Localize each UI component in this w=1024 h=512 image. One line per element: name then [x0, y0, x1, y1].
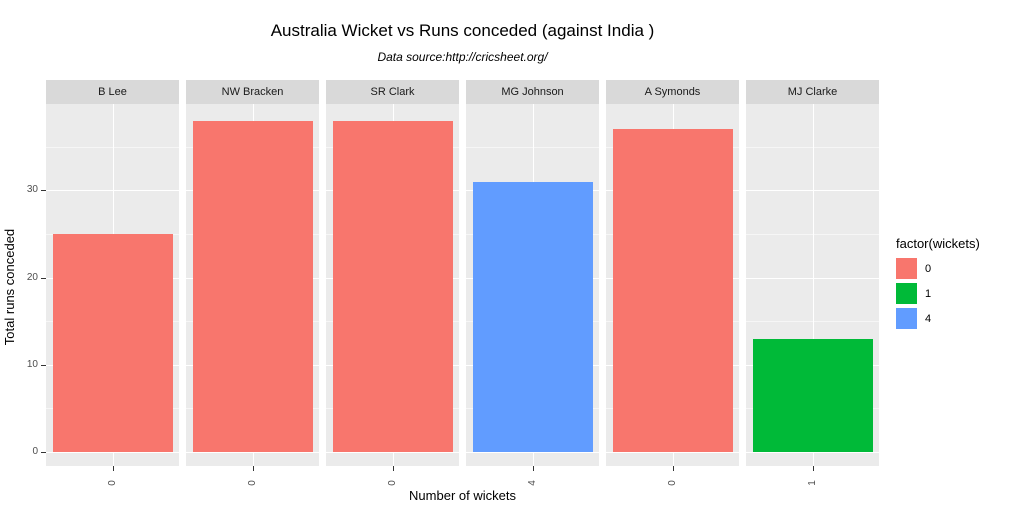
facet-strip: MG Johnson: [466, 80, 599, 104]
legend-entry: 1: [896, 283, 980, 304]
facet-panel: [46, 104, 179, 466]
gridline-major: [46, 190, 179, 192]
gridline-vertical: [812, 104, 814, 466]
gridline-major: [186, 452, 319, 453]
gridline-minor: [746, 234, 879, 235]
y-tick-label: 30: [26, 184, 38, 196]
chart-title: Australia Wicket vs Runs conceded (again…: [270, 21, 655, 40]
facet-strip: SR Clark: [326, 80, 459, 104]
legend-entry: 0: [896, 258, 980, 279]
y-tick-label: 10: [26, 358, 38, 370]
facet-strip: A Symonds: [606, 80, 739, 104]
x-tick-mark: [672, 466, 674, 471]
gridline-major: [466, 452, 599, 453]
x-tick-mark: [532, 466, 534, 471]
chart-subtitle: Data source:http://cricsheet.org/: [377, 50, 548, 64]
gridline-minor: [46, 146, 179, 148]
bar: [472, 181, 593, 452]
y-tick-label: 0: [32, 446, 38, 457]
x-tick-mark: [252, 466, 254, 471]
gridline-major: [746, 277, 879, 279]
y-tick-mark: [41, 452, 46, 453]
legend-entry: 4: [896, 308, 980, 329]
facet-strip: MJ Clarke: [746, 80, 879, 104]
gridline-major: [46, 452, 179, 453]
legend-swatch: [896, 258, 917, 279]
x-tick-mark: [392, 466, 394, 471]
gridline-minor: [746, 321, 879, 323]
y-tick-mark: [41, 364, 46, 366]
legend-swatch: [896, 308, 917, 329]
facet-panel: [326, 104, 459, 466]
bar: [192, 120, 313, 453]
facet-panel: [746, 104, 879, 466]
y-tick-mark: [41, 277, 46, 279]
legend-title: factor(wickets): [896, 236, 980, 251]
x-axis-title: Number of wickets: [409, 488, 516, 503]
y-axis-title: Total runs conceded: [2, 228, 17, 346]
bar: [612, 129, 733, 452]
legend-entry-label: 4: [925, 312, 932, 325]
bar: [52, 234, 173, 453]
facet-panel: [186, 104, 319, 466]
y-tick-label: 20: [26, 271, 38, 283]
facet-strip: NW Bracken: [186, 80, 319, 104]
facet-panel: [606, 104, 739, 466]
legend-entries: 0 1 4: [896, 258, 980, 329]
y-tick-mark: [41, 190, 46, 192]
x-tick-mark: [112, 466, 114, 471]
legend: factor(wickets) 0 1 4: [896, 236, 980, 333]
gridline-major: [746, 452, 879, 453]
facet-panel: [466, 104, 599, 466]
legend-entry-label: 0: [925, 262, 932, 275]
bar: [332, 120, 453, 453]
gridline-major: [326, 452, 459, 453]
gridline-major: [606, 452, 739, 453]
gridline-minor: [466, 146, 599, 148]
legend-entry-label: 1: [925, 287, 932, 300]
gridline-minor: [746, 146, 879, 148]
x-tick-mark: [812, 466, 814, 471]
facet-strip: B Lee: [46, 80, 179, 104]
legend-swatch: [896, 283, 917, 304]
gridline-major: [746, 190, 879, 192]
bar: [752, 338, 873, 452]
